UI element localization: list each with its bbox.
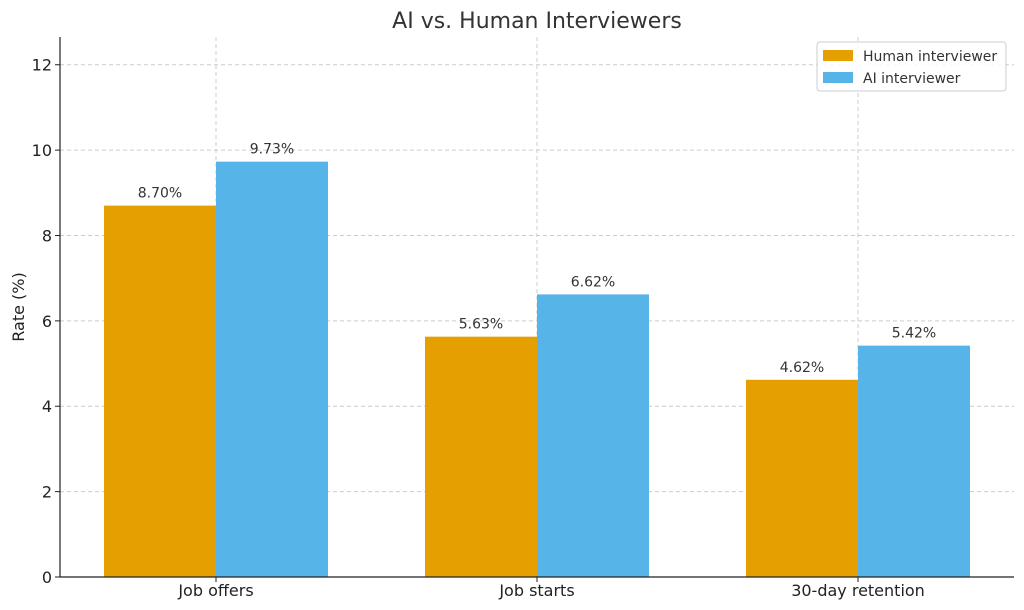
y-tick-label-10: 10 — [32, 141, 52, 160]
legend-frame — [816, 41, 1007, 92]
bar-human-1 — [425, 336, 537, 577]
y-tick-label-6: 6 — [42, 312, 52, 331]
data-label-ai-1: 6.62% — [571, 274, 615, 290]
y-tick-label-0: 0 — [42, 568, 52, 587]
legend: Human interviewer AI interviewer — [816, 41, 1007, 92]
legend-swatch-human — [823, 50, 853, 61]
bars-group: 8.70% 5.63% 4.62% 9.73% 6.62% 5.42% — [104, 142, 970, 577]
legend-label-ai: AI interviewer — [863, 71, 961, 87]
bar-ai-1 — [537, 294, 649, 577]
data-label-human-0: 8.70% — [138, 186, 182, 202]
x-tick-label-2: 30-day retention — [791, 581, 925, 600]
axes-group: 0 2 4 6 8 10 12 Job offers Job starts 30-day rete… — [32, 37, 1014, 600]
bar-human-0 — [104, 205, 216, 577]
x-tick-label-0: Job offers — [177, 581, 253, 600]
legend-swatch-ai — [823, 72, 853, 83]
legend-label-human: Human interviewer — [863, 49, 997, 65]
bar-human-2 — [746, 379, 858, 577]
y-tick-label-12: 12 — [32, 56, 52, 75]
chart-title: AI vs. Human Interviewers — [392, 9, 682, 34]
y-tick-label-2: 2 — [42, 483, 52, 502]
data-label-ai-0: 9.73% — [250, 142, 294, 158]
y-axis-label: Rate (%) — [9, 272, 28, 341]
bar-ai-2 — [858, 345, 970, 577]
bar-ai-0 — [216, 161, 328, 577]
data-label-human-1: 5.63% — [459, 317, 503, 333]
data-label-human-2: 4.62% — [780, 360, 824, 376]
data-label-ai-2: 5.42% — [892, 326, 936, 342]
y-tick-label-8: 8 — [42, 226, 52, 245]
x-tick-label-1: Job starts — [498, 581, 574, 600]
y-tick-label-4: 4 — [42, 397, 52, 416]
